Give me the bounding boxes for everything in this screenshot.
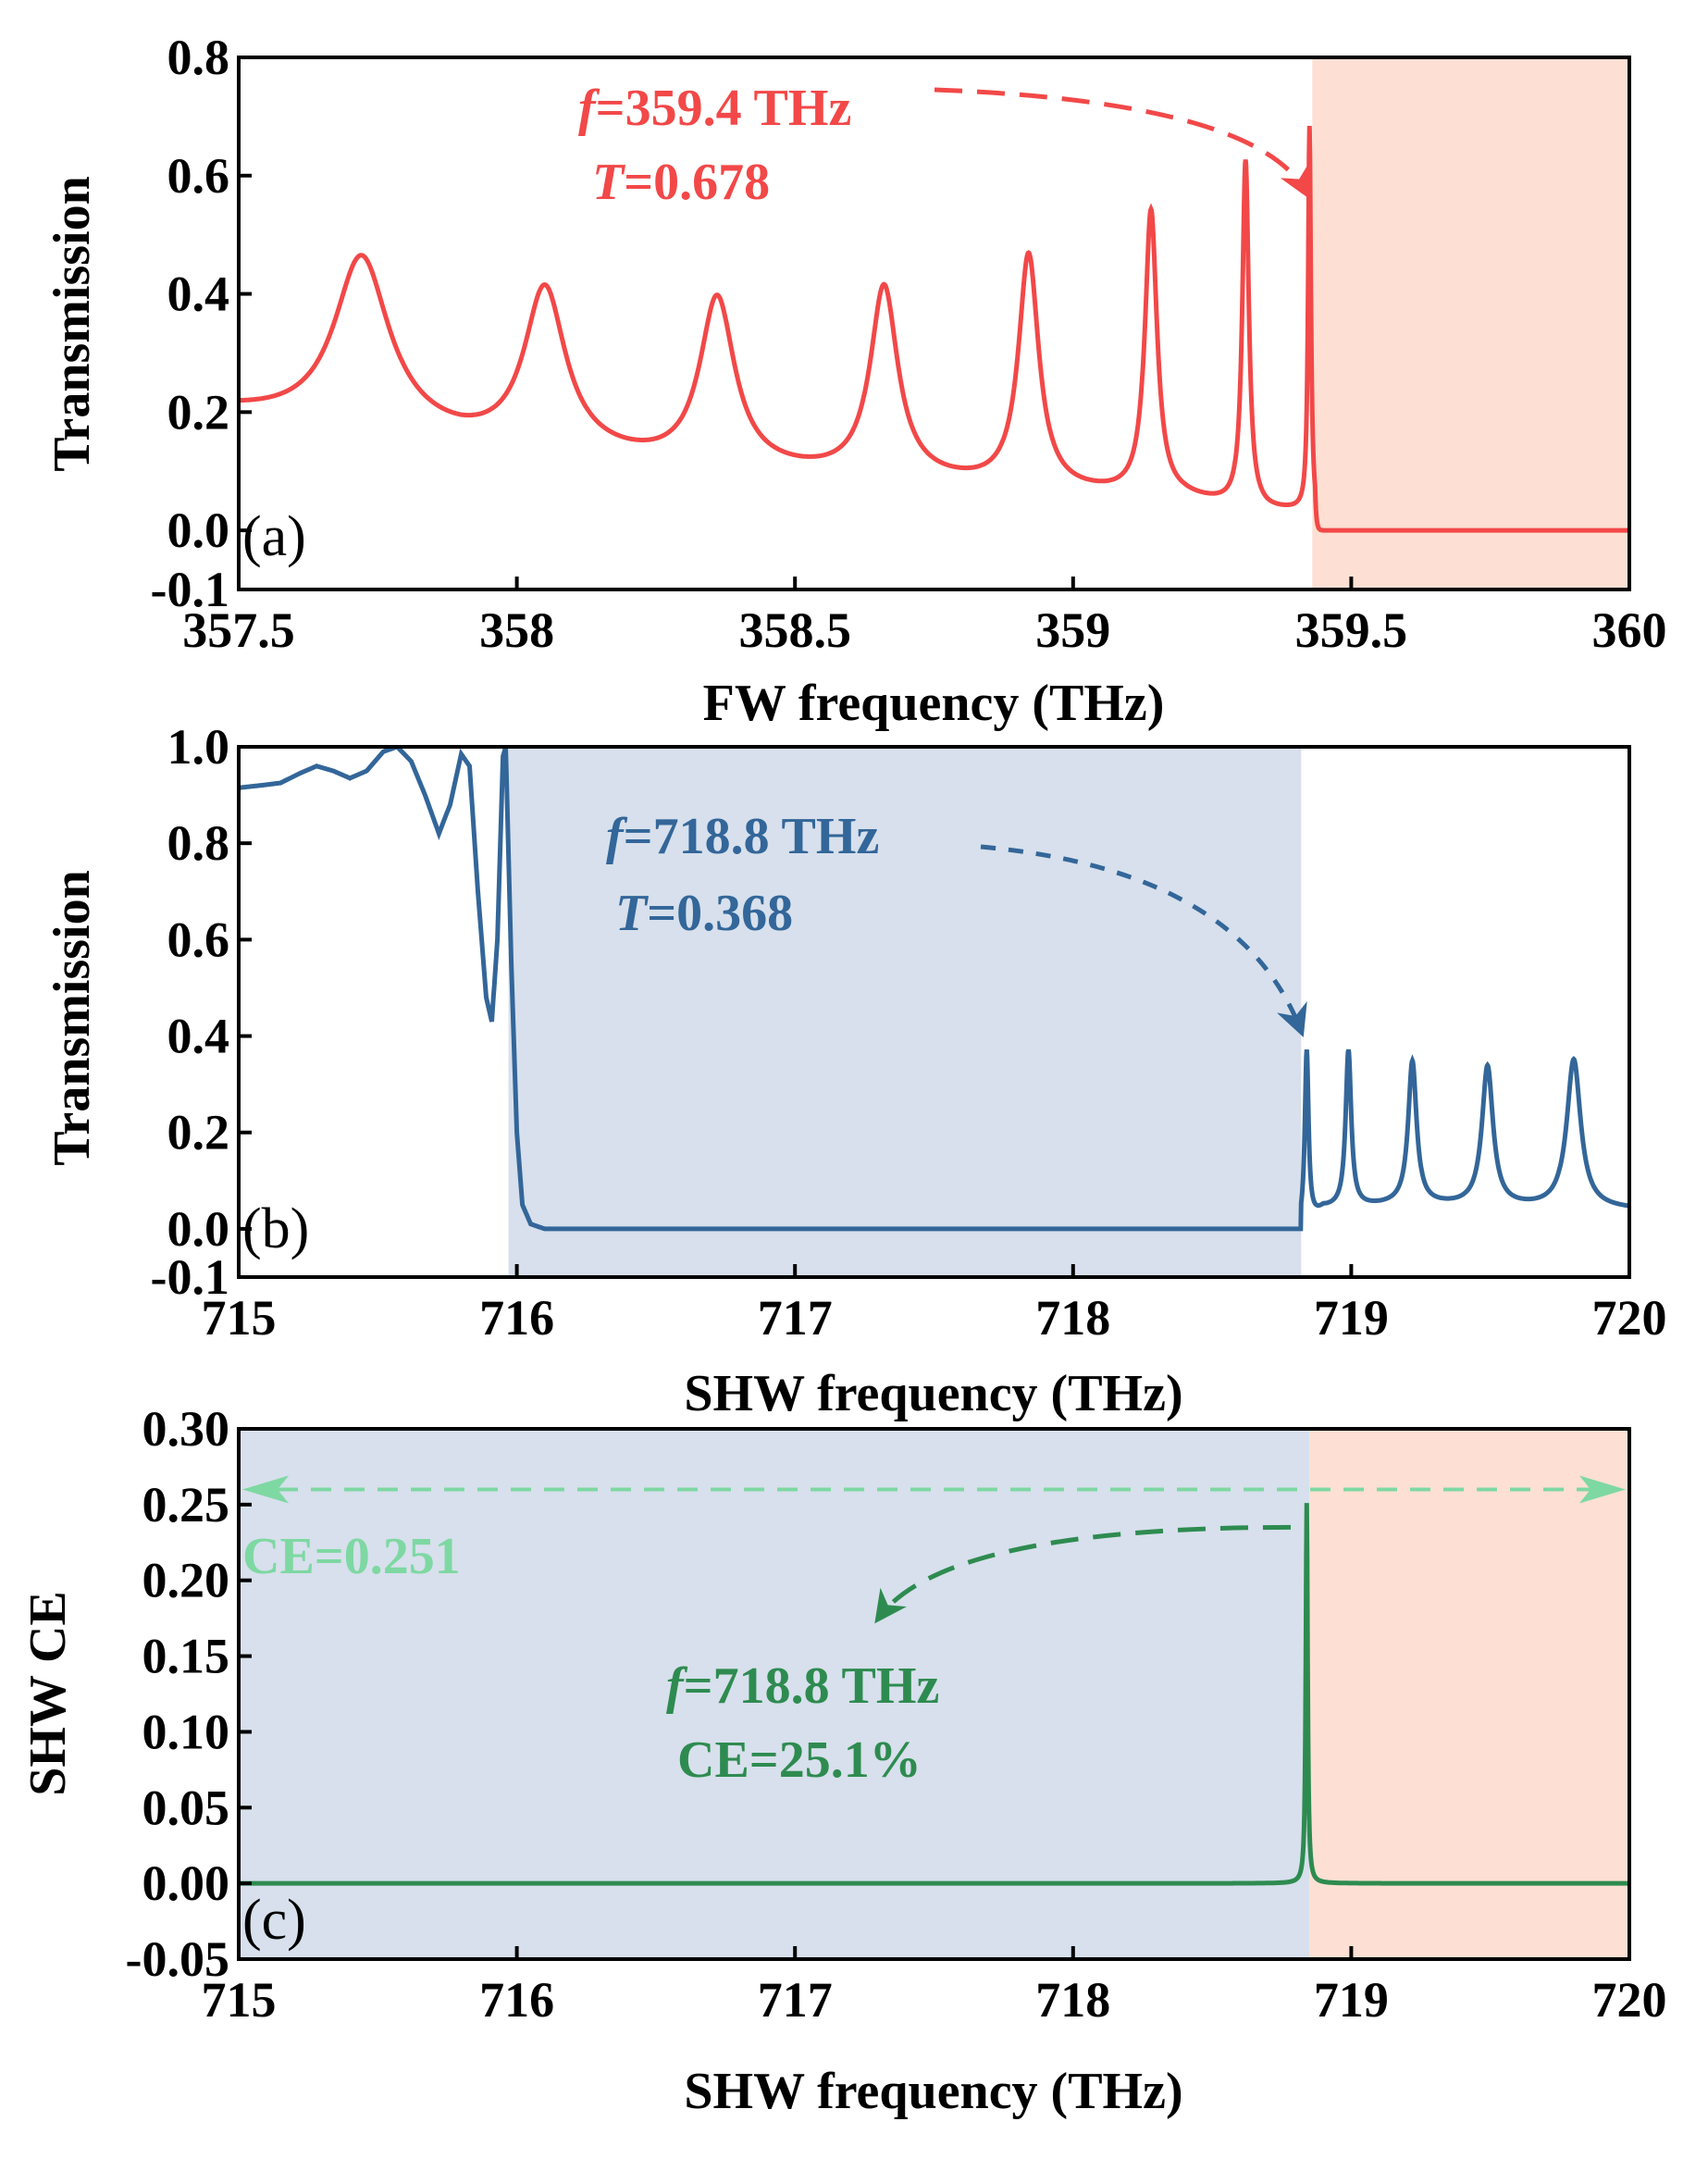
panel-c-annotation-ce-percent: CE=25.1% <box>677 1731 922 1789</box>
panel-a-xlabel: FW frequency (THz) <box>703 675 1165 732</box>
x-tick-label: 360 <box>1592 602 1667 658</box>
panel-a-label: (a) <box>242 505 306 568</box>
panel-b-annotation-arrow <box>980 844 1307 1037</box>
y-tick-label: 1.0 <box>167 719 230 775</box>
y-tick-label: 0.4 <box>167 1009 230 1064</box>
panel-b-ylabel: Transmission <box>43 870 101 1165</box>
panel-a-transmission-curve <box>239 126 1629 533</box>
panel-c-reference-arrow-right <box>1579 1475 1626 1504</box>
shaded-band <box>1312 57 1629 589</box>
x-tick-label: 358 <box>479 602 554 658</box>
x-tick-label: 719 <box>1314 1972 1389 2028</box>
y-tick-label: 0.6 <box>167 912 230 967</box>
y-tick-label: -0.05 <box>126 1931 229 1987</box>
panel-b-ticks: 715 716 717 718 719 720 -0.10.0 0.2 0.4 0.6 0.8 1.0 <box>151 719 1667 1346</box>
y-tick-label: 0.30 <box>142 1401 230 1457</box>
x-tick-label: 720 <box>1592 1972 1667 2028</box>
y-tick-label: 0.8 <box>167 30 230 85</box>
x-tick-label: 717 <box>758 1290 833 1346</box>
panel-a-ticks: 357.5 358 358.5 359 359.5 360 -0.10.0 0.2 0.4 0.6… <box>151 30 1667 658</box>
panel-b-label: (b) <box>242 1197 309 1260</box>
panel-c-annotation-ce-value: CE=0.251 <box>242 1528 461 1585</box>
panel-a-annotation-arrow <box>934 87 1310 200</box>
x-tick-label: 715 <box>202 1290 277 1346</box>
panel-c-annotation-arrow <box>874 1524 1292 1624</box>
x-tick-label: 357.5 <box>182 602 295 658</box>
shaded-band <box>508 747 1302 1277</box>
panel-a-annotation-transmission: T=0.678 <box>592 154 770 211</box>
y-tick-label: 0.0 <box>167 1201 230 1257</box>
x-tick-label: 716 <box>479 1290 554 1346</box>
y-tick-label: 0.2 <box>167 384 230 440</box>
y-tick-label: 0.8 <box>167 815 230 871</box>
x-tick-label: 359 <box>1035 602 1110 658</box>
y-tick-label: 0.25 <box>142 1477 230 1532</box>
panel-b-annotation-transmission: T=0.368 <box>615 885 793 942</box>
y-tick-label: 0.6 <box>167 148 230 204</box>
x-tick-label: 715 <box>202 1972 277 2028</box>
y-tick-label: 0.4 <box>167 267 230 322</box>
panel-c-ylabel: SHW CE <box>19 1591 77 1795</box>
panel-b-xlabel: SHW frequency (THz) <box>684 1365 1182 1422</box>
shaded-band <box>239 1429 1310 1959</box>
panel-b-transmission-curve <box>239 747 1629 1232</box>
panel-c-ticks: 715 716 717 718 719 720 -0.05 0.00 0.05 0.10 0.15 0… <box>126 1401 1667 2028</box>
x-tick-label: 718 <box>1035 1290 1110 1346</box>
panel-a-frame <box>237 56 1631 591</box>
y-tick-label: -0.1 <box>151 562 229 617</box>
panel-a-shaded-region <box>1312 57 1629 589</box>
panel-b-frame <box>237 745 1631 1279</box>
panel-c-chart: CE=0.251 f=718.8 THz CE=25.1% 715 716 717 7… <box>19 1401 1667 2120</box>
y-tick-label: -0.1 <box>151 1249 229 1305</box>
y-tick-label: 0.05 <box>142 1780 230 1835</box>
x-tick-label: 358.5 <box>738 602 851 658</box>
x-tick-label: 717 <box>758 1972 833 2028</box>
x-tick-label: 719 <box>1314 1290 1389 1346</box>
y-tick-label: 0.0 <box>167 503 230 558</box>
x-tick-label: 716 <box>479 1972 554 2028</box>
panel-c-reference-arrow-left <box>242 1475 289 1504</box>
panel-b-chart: f=718.8 THz T=0.368 715 716 717 718 719 720 -0… <box>43 719 1667 1422</box>
x-tick-label: 718 <box>1035 1972 1110 2028</box>
panel-a-ylabel: Transmission <box>43 176 101 471</box>
x-tick-label: 359.5 <box>1295 602 1408 658</box>
panel-c-frame <box>237 1427 1631 1961</box>
panel-b-annotation-frequency: f=718.8 THz <box>606 808 879 865</box>
y-tick-label: 0.2 <box>167 1105 230 1160</box>
panel-b-shaded-region <box>508 747 1302 1277</box>
panel-a-annotation-frequency: f=359.4 THz <box>578 80 851 137</box>
y-tick-label: 0.00 <box>142 1855 230 1911</box>
y-tick-label: 0.10 <box>142 1704 230 1759</box>
panel-c-ce-curve <box>239 1503 1629 1886</box>
panel-c-label: (c) <box>242 1889 306 1952</box>
y-tick-label: 0.15 <box>142 1629 230 1684</box>
panel-c-annotation-frequency: f=718.8 THz <box>666 1657 939 1715</box>
x-tick-label: 720 <box>1592 1290 1667 1346</box>
panel-c-shaded-region <box>239 1429 1629 1959</box>
panel-a-chart: f=359.4 THz T=0.678 357.5 358 358.5 359 359.… <box>43 30 1667 732</box>
y-tick-label: 0.20 <box>142 1553 230 1608</box>
shaded-band <box>1309 1429 1629 1959</box>
panel-c-xlabel: SHW frequency (THz) <box>684 2063 1182 2120</box>
